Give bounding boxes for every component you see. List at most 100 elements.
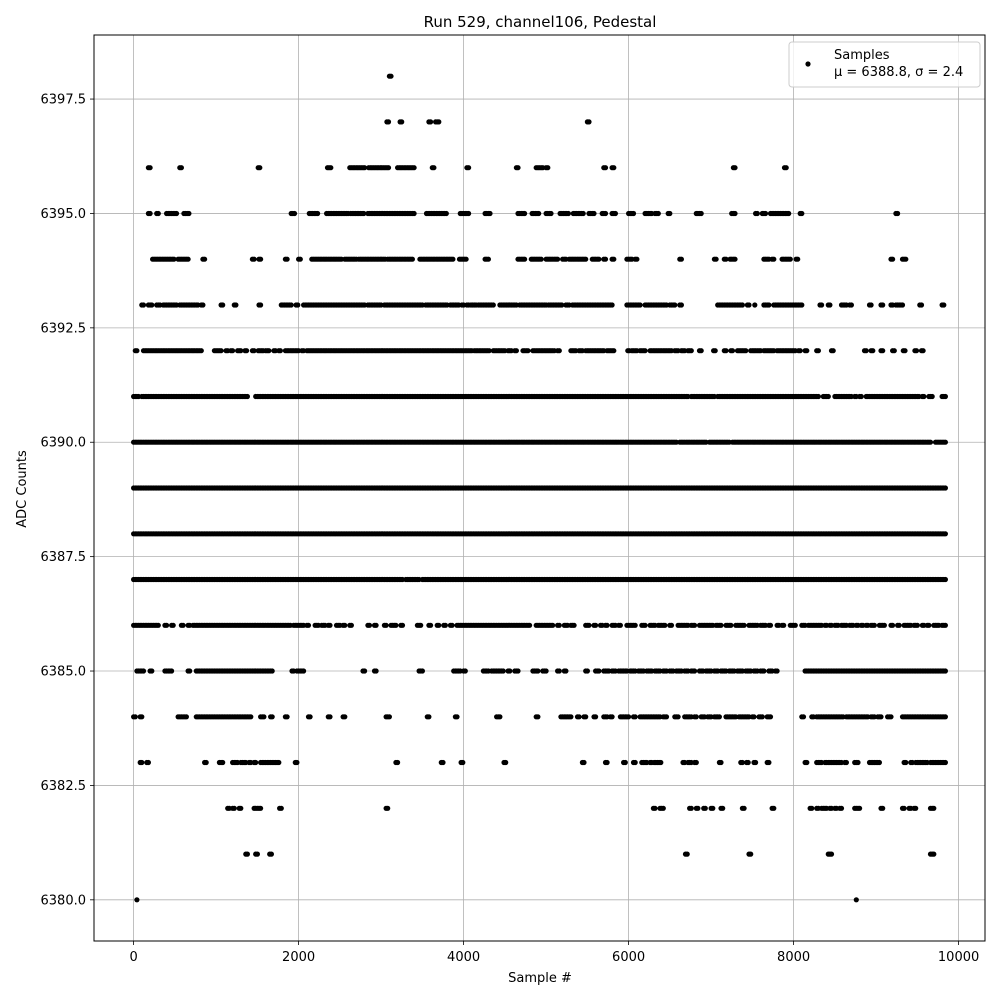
- sample-point: [164, 622, 170, 628]
- sample-point: [655, 210, 661, 217]
- sample-point: [147, 165, 153, 171]
- sample-point: [890, 256, 896, 262]
- sample-point: [327, 714, 333, 720]
- sample-point: [145, 759, 151, 766]
- sample-point: [301, 668, 307, 674]
- sample-point: [315, 210, 321, 217]
- sample-point: [490, 302, 496, 308]
- sample-point: [535, 714, 541, 720]
- sample-point: [515, 668, 521, 674]
- sample-point: [787, 256, 793, 262]
- sample-point: [411, 210, 417, 217]
- sample-point: [767, 714, 774, 720]
- sample-point: [563, 668, 569, 674]
- sample-point: [538, 256, 544, 262]
- sample-point: [361, 210, 367, 217]
- y-tick-label: 6390.0: [41, 436, 87, 451]
- chart-title: Run 529, channel106, Pedestal: [424, 13, 657, 31]
- sample-point: [830, 348, 836, 354]
- y-tick-label: 6392.5: [41, 321, 87, 336]
- sample-point: [278, 805, 284, 811]
- sample-point: [942, 485, 949, 491]
- sample-point: [515, 165, 521, 171]
- sample-point: [399, 119, 405, 125]
- sample-point: [140, 668, 147, 674]
- sample-point: [297, 256, 303, 262]
- sample-point: [881, 622, 888, 628]
- sample-point: [220, 759, 226, 766]
- sample-point: [485, 256, 491, 262]
- sample-point: [442, 622, 448, 628]
- sample-point: [752, 302, 758, 308]
- sample-point: [436, 622, 442, 628]
- sample-point: [419, 668, 425, 674]
- sample-point: [642, 622, 648, 628]
- sample-point: [890, 622, 896, 628]
- sample-point: [220, 302, 226, 308]
- x-tick-label: 2000: [282, 950, 315, 965]
- sample-point: [454, 714, 460, 720]
- sample-point: [383, 622, 389, 628]
- sample-point: [342, 622, 348, 628]
- sample-point: [921, 393, 927, 400]
- sample-point: [565, 210, 572, 217]
- sample-point: [828, 851, 835, 857]
- sample-point: [443, 210, 449, 217]
- sample-point: [688, 805, 694, 811]
- sample-point: [170, 622, 176, 628]
- sample-point: [373, 668, 379, 674]
- sample-point: [180, 622, 186, 628]
- sample-point: [611, 348, 617, 354]
- sample-point: [535, 668, 541, 674]
- sample-point: [218, 348, 224, 354]
- sample-point: [799, 302, 805, 308]
- sample-point: [462, 668, 468, 674]
- sample-point: [870, 348, 876, 354]
- sample-point: [187, 668, 193, 674]
- sample-point: [258, 805, 264, 811]
- sample-point: [596, 668, 602, 674]
- y-tick-label: 6397.5: [41, 93, 87, 108]
- sample-point: [693, 759, 699, 766]
- sample-point: [366, 622, 373, 628]
- sample-point: [698, 210, 704, 217]
- sample-point: [771, 805, 777, 811]
- sample-point: [426, 714, 432, 720]
- sample-point: [863, 348, 869, 354]
- sample-point: [751, 714, 757, 720]
- sample-point: [732, 256, 738, 262]
- sample-point: [149, 668, 155, 674]
- sample-point: [815, 348, 822, 354]
- sample-point: [257, 165, 263, 171]
- sample-point: [294, 759, 300, 766]
- sample-point: [284, 714, 290, 720]
- sample-point: [903, 256, 909, 262]
- sample-point: [134, 897, 140, 903]
- sample-point: [762, 210, 769, 217]
- sample-point: [583, 256, 589, 262]
- sample-point: [466, 210, 472, 217]
- sample-point: [602, 256, 609, 262]
- sample-point: [307, 714, 313, 720]
- sample-point: [739, 759, 746, 766]
- sample-point: [244, 393, 250, 400]
- sample-point: [926, 622, 932, 628]
- sample-point: [200, 302, 206, 308]
- sample-point: [555, 256, 561, 262]
- sample-point: [913, 348, 920, 354]
- sample-point: [723, 348, 729, 354]
- sample-point: [522, 210, 528, 217]
- sample-point: [556, 668, 562, 674]
- sample-point: [658, 759, 664, 766]
- sample-point: [466, 165, 472, 171]
- sample-point: [507, 668, 513, 674]
- sample-point: [626, 714, 632, 720]
- sample-point: [745, 759, 751, 766]
- sample-point: [244, 348, 250, 354]
- sample-point: [186, 210, 192, 217]
- sample-point: [586, 119, 592, 125]
- sample-point: [716, 714, 723, 720]
- sample-point: [134, 348, 140, 354]
- sample-point: [902, 348, 908, 354]
